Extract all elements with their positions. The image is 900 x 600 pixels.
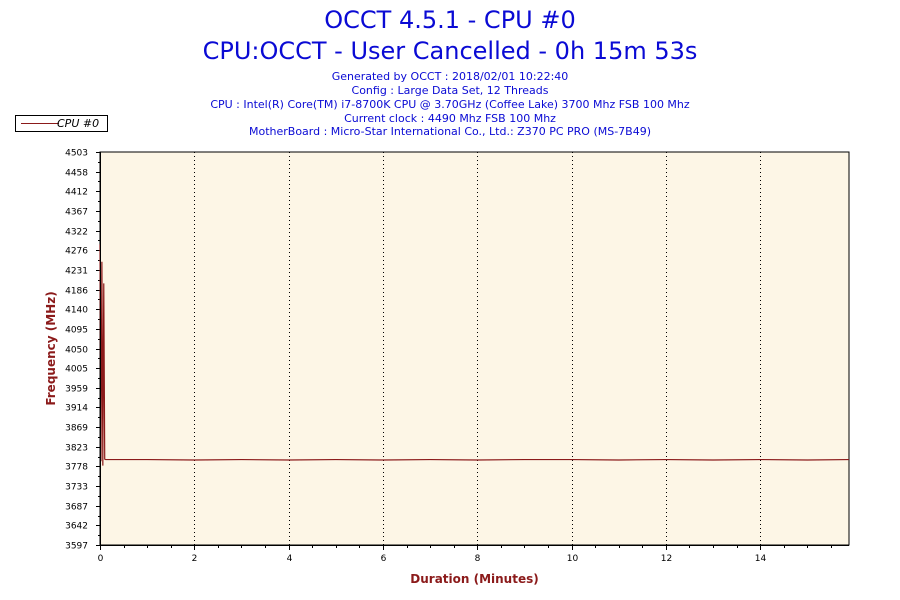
y-tick-label: 4367 xyxy=(65,208,88,218)
y-tick-label: 4458 xyxy=(65,169,88,179)
clock-info: Current clock : 4490 Mhz FSB 100 Mhz xyxy=(344,112,556,125)
y-axis-ticks: 3597 3642 3687 3733 3778 3823 3869 3914 3959 4005… xyxy=(65,149,100,552)
x-tick-label: 2 xyxy=(192,554,198,564)
y-tick-label: 4186 xyxy=(65,287,88,297)
motherboard-info: MotherBoard : Micro-Star International C… xyxy=(248,125,652,138)
x-tick-label: 0 xyxy=(98,554,104,564)
chart-title: OCCT 4.5.1 - CPU #0 xyxy=(324,6,576,34)
y-tick-label: 3778 xyxy=(65,463,88,473)
x-tick-label: 12 xyxy=(661,554,672,564)
y-tick-label: 3733 xyxy=(65,483,88,493)
x-tick-label: 14 xyxy=(755,554,767,564)
y-axis-title: Frequency (MHz) xyxy=(44,291,58,405)
legend: CPU #0 xyxy=(15,115,108,132)
y-tick-label: 4412 xyxy=(65,188,88,198)
y-tick-label: 3914 xyxy=(65,404,88,414)
y-tick-label: 3869 xyxy=(65,424,88,434)
y-tick-label: 3959 xyxy=(65,385,88,395)
x-tick-label: 6 xyxy=(381,554,387,564)
y-tick-label: 4322 xyxy=(65,228,88,238)
y-tick-label: 3687 xyxy=(65,503,88,513)
chart-subtitle: CPU:OCCT - User Cancelled - 0h 15m 53s xyxy=(202,37,698,65)
legend-swatch xyxy=(21,123,59,124)
series-line-cpu0 xyxy=(99,244,850,466)
grid-lines xyxy=(194,152,761,545)
x-tick-label: 10 xyxy=(567,554,579,564)
y-tick-label: 4231 xyxy=(65,267,88,277)
y-tick-label: 3823 xyxy=(65,444,88,454)
config-info: Config : Large Data Set, 12 Threads xyxy=(351,84,549,97)
x-axis-title: Duration (Minutes) xyxy=(410,572,538,586)
y-tick-label: 4005 xyxy=(65,365,88,375)
plot-area xyxy=(99,151,850,546)
legend-label: CPU #0 xyxy=(57,117,100,130)
cpu-info: CPU : Intel(R) Core(TM) i7-8700K CPU @ 3… xyxy=(210,98,690,111)
y-tick-label: 4503 xyxy=(65,149,88,159)
y-tick-label: 4140 xyxy=(65,306,88,316)
y-tick-label: 3597 xyxy=(65,542,88,552)
y-tick-label: 3642 xyxy=(65,522,88,532)
y-tick-label: 4276 xyxy=(65,247,88,257)
x-tick-label: 8 xyxy=(475,554,481,564)
x-axis-ticks: 0 2 4 6 8 10 12 14 xyxy=(98,545,832,564)
y-tick-label: 4095 xyxy=(65,326,88,336)
generated-info: Generated by OCCT : 2018/02/01 10:22:40 xyxy=(331,70,569,83)
y-tick-label: 4050 xyxy=(65,346,88,356)
x-tick-label: 4 xyxy=(287,554,293,564)
